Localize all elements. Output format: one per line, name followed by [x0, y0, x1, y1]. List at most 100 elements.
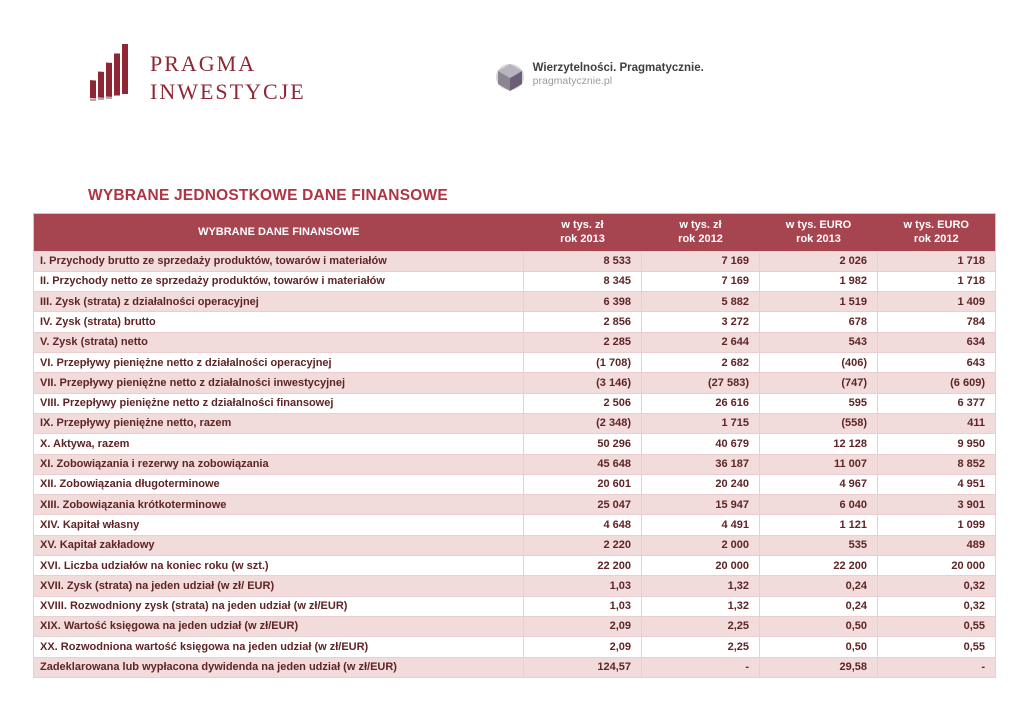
- row-value: 8 852: [877, 453, 996, 475]
- row-value: -: [641, 656, 760, 678]
- row-label: XIX. Wartość księgowa na jeden udział (w…: [33, 615, 524, 638]
- row-value: 1,03: [523, 575, 642, 597]
- table-row: IX. Przepływy pieniężne netto, razem (2 3…: [33, 412, 996, 435]
- row-value: 0,55: [877, 636, 996, 658]
- pragma-logo: PRAGMA INWESTYCJE: [88, 40, 306, 107]
- row-value: -: [877, 656, 996, 678]
- row-value: 2,25: [641, 636, 760, 658]
- row-label: IX. Przepływy pieniężne netto, razem: [33, 412, 524, 435]
- row-value: 595: [759, 392, 878, 414]
- table-row: III. Zysk (strata) z działalności operac…: [33, 291, 996, 313]
- row-value: 22 200: [759, 555, 878, 577]
- header-unit: w tys. EURO: [785, 219, 852, 231]
- row-value: 535: [759, 534, 878, 557]
- row-value: 0,24: [759, 595, 878, 617]
- row-value: 643: [877, 352, 996, 374]
- row-value: 784: [877, 311, 996, 333]
- row-value: 1,03: [523, 595, 642, 617]
- row-value: 20 601: [523, 473, 642, 496]
- document-header: PRAGMA INWESTYCJE Wierzytelności. Pragma…: [0, 0, 1024, 107]
- table-row: Zadeklarowana lub wypłacona dywidenda na…: [33, 656, 996, 678]
- row-value: 7 169: [641, 250, 760, 272]
- table-row: VII. Przepływy pieniężne netto z działal…: [33, 372, 996, 394]
- row-value: (27 583): [641, 372, 760, 394]
- row-value: (6 609): [877, 372, 996, 394]
- row-value: 7 169: [641, 270, 760, 293]
- row-value: 2 644: [641, 331, 760, 354]
- financial-table: WYBRANE DANE FINANSOWE w tys. zł rok 2013 w…: [33, 213, 996, 678]
- row-value: 1 718: [877, 250, 996, 272]
- table-row: XII. Zobowiązania długoterminowe 20 601 20…: [33, 473, 996, 496]
- header-unit: w tys. zł: [561, 219, 604, 231]
- row-label: XIV. Kapitał własny: [33, 514, 524, 536]
- row-value: (406): [759, 352, 878, 374]
- row-label: VII. Przepływy pieniężne netto z działal…: [33, 372, 524, 394]
- table-row: XV. Kapitał zakładowy 2 220 2 000 535 489: [33, 534, 996, 557]
- table-row: II. Przychody netto ze sprzedaży produkt…: [33, 270, 996, 293]
- row-value: 11 007: [759, 453, 878, 475]
- row-label: III. Zysk (strata) z działalności operac…: [33, 291, 524, 313]
- pragma-logo-text: PRAGMA INWESTYCJE: [150, 50, 306, 107]
- row-value: (1 708): [523, 352, 642, 374]
- row-value: 8 345: [523, 270, 642, 293]
- table-header-col: w tys. zł rok 2012: [641, 213, 760, 252]
- header-year: rok 2013: [796, 233, 841, 246]
- row-value: 36 187: [641, 453, 760, 475]
- row-label: XVI. Liczba udziałów na koniec roku (w s…: [33, 555, 524, 577]
- table-row: VIII. Przepływy pieniężne netto z działa…: [33, 392, 996, 414]
- row-value: 9 950: [877, 433, 996, 455]
- row-value: 411: [877, 412, 996, 435]
- table-row: X. Aktywa, razem 50 296 40 679 12 128 9 950: [33, 433, 996, 455]
- row-label: I. Przychody brutto ze sprzedaży produkt…: [33, 250, 524, 272]
- row-value: 6 040: [759, 494, 878, 516]
- table-header-col: w tys. zł rok 2013: [523, 213, 642, 252]
- row-value: 1 715: [641, 412, 760, 435]
- row-value: 2 220: [523, 534, 642, 557]
- table-row: XI. Zobowiązania i rezerwy na zobowiązan…: [33, 453, 996, 475]
- row-value: 124,57: [523, 656, 642, 678]
- row-label: VIII. Przepływy pieniężne netto z działa…: [33, 392, 524, 414]
- row-value: 22 200: [523, 555, 642, 577]
- row-value: (2 348): [523, 412, 642, 435]
- row-value: 20 000: [641, 555, 760, 577]
- row-value: 25 047: [523, 494, 642, 516]
- row-value: 6 398: [523, 291, 642, 313]
- row-value: 634: [877, 331, 996, 354]
- row-value: 20 240: [641, 473, 760, 496]
- row-value: 0,32: [877, 595, 996, 617]
- header-year: rok 2013: [560, 233, 605, 246]
- row-value: 2 026: [759, 250, 878, 272]
- row-value: 2,25: [641, 615, 760, 638]
- financial-table-head: WYBRANE DANE FINANSOWE w tys. zł rok 2013 w…: [33, 213, 996, 252]
- row-value: 12 128: [759, 433, 878, 455]
- row-value: 6 377: [877, 392, 996, 414]
- row-value: 1,32: [641, 575, 760, 597]
- row-value: 26 616: [641, 392, 760, 414]
- table-row: XIX. Wartość księgowa na jeden udział (w…: [33, 615, 996, 638]
- table-row: XX. Rozwodniona wartość księgowa na jede…: [33, 636, 996, 658]
- row-value: (747): [759, 372, 878, 394]
- tagline-slogan: Wierzytelności. Pragmatycznie.: [532, 62, 704, 74]
- table-row: XVIII. Rozwodniony zysk (strata) na jede…: [33, 595, 996, 617]
- row-label: V. Zysk (strata) netto: [33, 331, 524, 354]
- table-header-col: w tys. EURO rok 2013: [759, 213, 878, 252]
- table-row: VI. Przepływy pieniężne netto z działaln…: [33, 352, 996, 374]
- row-value: 4 951: [877, 473, 996, 496]
- row-value: 3 272: [641, 311, 760, 333]
- row-value: 4 491: [641, 514, 760, 536]
- table-row: XVI. Liczba udziałów na koniec roku (w s…: [33, 555, 996, 577]
- pragma-logo-line2: INWESTYCJE: [150, 78, 306, 104]
- row-value: 5 882: [641, 291, 760, 313]
- row-value: 1 982: [759, 270, 878, 293]
- row-value: 0,55: [877, 615, 996, 638]
- table-header-row: WYBRANE DANE FINANSOWE w tys. zł rok 2013 w…: [33, 213, 996, 252]
- header-unit: w tys. zł: [679, 219, 722, 231]
- row-value: 1 121: [759, 514, 878, 536]
- row-value: 2 506: [523, 392, 642, 414]
- table-row: V. Zysk (strata) netto 2 285 2 644 543 634: [33, 331, 996, 354]
- pragma-logo-line1: PRAGMA: [150, 51, 257, 76]
- header-unit: w tys. EURO: [903, 219, 969, 231]
- page-title: WYBRANE JEDNOSTKOWE DANE FINANSOWE: [88, 187, 448, 204]
- row-value: 1 099: [877, 514, 996, 536]
- row-value: 2 000: [641, 534, 760, 557]
